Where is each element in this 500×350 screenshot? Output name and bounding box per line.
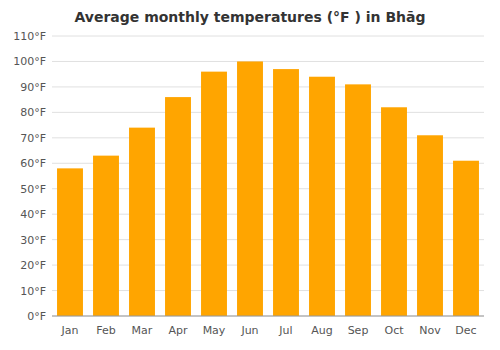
x-axis: Jan Feb Mar Apr May Jun Jul Aug Sep Oct Nov Dec [52, 316, 484, 337]
x-axis-line [52, 316, 484, 317]
bar [309, 77, 335, 316]
bar [201, 72, 227, 316]
y-axis: 0°F 10°F 20°F 30°F 40°F 50°F 60°F 70°F 80°F 90°F 1… [13, 30, 484, 323]
y-tick-label: 90°F [20, 81, 46, 94]
bar [453, 161, 479, 316]
bar [57, 168, 83, 316]
title: Average monthly temperatures (°F ) in Bh… [74, 9, 425, 25]
chart: Average monthly temperatures (°F ) in Bh… [0, 0, 500, 350]
y-tick-label: 30°F [20, 234, 46, 247]
x-tick-label: Apr [168, 324, 188, 337]
y-tick-label: 70°F [20, 132, 46, 145]
y-tick-label: 60°F [20, 157, 46, 170]
x-tick-label: Nov [419, 324, 441, 337]
x-tick-label: Sep [348, 324, 369, 337]
y-tick-label: 10°F [20, 285, 46, 298]
bar [237, 61, 263, 316]
grid-line [52, 61, 484, 62]
grid-line [52, 36, 484, 37]
y-tick-label: 100°F [13, 55, 46, 68]
bars [57, 61, 479, 316]
bar [93, 156, 119, 316]
x-tick-label: May [203, 324, 226, 337]
bar [129, 128, 155, 316]
bar [165, 97, 191, 316]
y-tick-label: 0°F [27, 310, 46, 323]
y-tick-label: 40°F [20, 208, 46, 221]
y-tick-label: 20°F [20, 259, 46, 272]
x-tick-label: Aug [311, 324, 332, 337]
x-tick-label: Dec [455, 324, 476, 337]
y-tick-label: 50°F [20, 183, 46, 196]
bar [381, 107, 407, 316]
chart-container: Average monthly temperatures (°F ) in Bh… [0, 0, 500, 350]
bar [417, 135, 443, 316]
bar [345, 84, 371, 316]
y-tick-label: 110°F [13, 30, 46, 43]
x-tick-label: Oct [384, 324, 404, 337]
y-tick-label: 80°F [20, 106, 46, 119]
x-tick-label: Mar [132, 324, 153, 337]
x-tick-label: Jun [240, 324, 258, 337]
bar [273, 69, 299, 316]
x-tick-label: Jan [61, 324, 79, 337]
x-tick-label: Feb [96, 324, 115, 337]
grid-line [52, 316, 484, 317]
grid-line [52, 86, 484, 87]
x-tick-label: Jul [278, 324, 292, 337]
grid-line [52, 112, 484, 113]
